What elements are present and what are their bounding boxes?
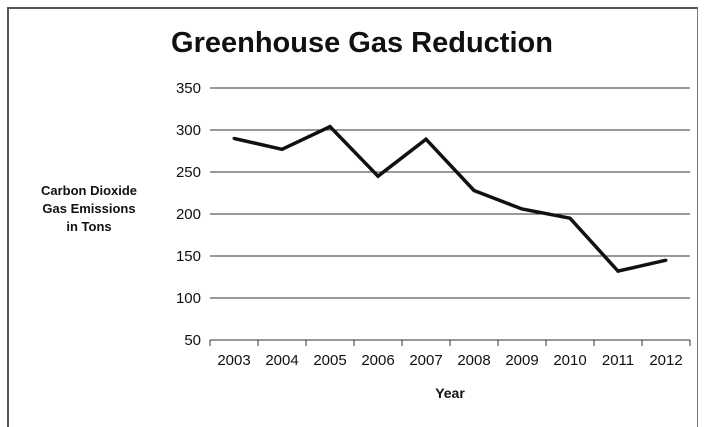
data-point xyxy=(664,258,668,262)
x-tick-label: 2004 xyxy=(265,352,298,369)
x-tick-label: 2003 xyxy=(217,352,250,369)
y-tick-label: 300 xyxy=(176,122,201,139)
x-tick-label: 2006 xyxy=(361,352,394,369)
chart-frame xyxy=(7,7,698,427)
x-tick-label: 2005 xyxy=(313,352,346,369)
y-axis-label-line: Carbon Dioxide xyxy=(41,183,137,198)
y-tick-labels: 50 100 150 200 250 300 350 xyxy=(176,80,201,349)
data-point xyxy=(520,207,524,211)
data-point xyxy=(616,269,620,273)
data-point xyxy=(424,137,428,141)
x-axis-label: Year xyxy=(435,385,465,401)
y-axis-label: Carbon Dioxide Gas Emissions in Tons xyxy=(41,183,137,234)
gridlines xyxy=(209,87,691,346)
data-point xyxy=(568,216,572,220)
y-tick-label: 200 xyxy=(176,206,201,223)
y-tick-label: 50 xyxy=(184,332,201,349)
chart-title: Greenhouse Gas Reduction xyxy=(171,27,553,59)
y-tick-label: 150 xyxy=(176,248,201,265)
x-tick-label: 2010 xyxy=(553,352,586,369)
data-point xyxy=(280,147,284,151)
data-point xyxy=(328,125,332,129)
y-tick-label: 100 xyxy=(176,290,201,307)
x-tick-label: 2012 xyxy=(649,352,682,369)
x-tick-label: 2009 xyxy=(505,352,538,369)
y-axis-label-line: Gas Emissions xyxy=(42,201,135,216)
y-tick-label: 350 xyxy=(176,80,201,97)
x-tick-label: 2011 xyxy=(602,352,634,369)
data-point xyxy=(472,188,476,192)
y-tick-label: 250 xyxy=(176,164,201,181)
x-tick-label: 2007 xyxy=(409,352,442,369)
series-layer xyxy=(232,124,668,274)
x-tick-label: 2008 xyxy=(457,352,490,369)
data-point xyxy=(376,174,380,178)
series-line xyxy=(233,124,667,274)
data-point xyxy=(232,136,236,140)
x-tick-labels: 2003 2004 2005 2006 2007 2008 2009 2010 2011 2012 xyxy=(217,352,682,369)
y-axis-label-line: in Tons xyxy=(66,219,111,234)
